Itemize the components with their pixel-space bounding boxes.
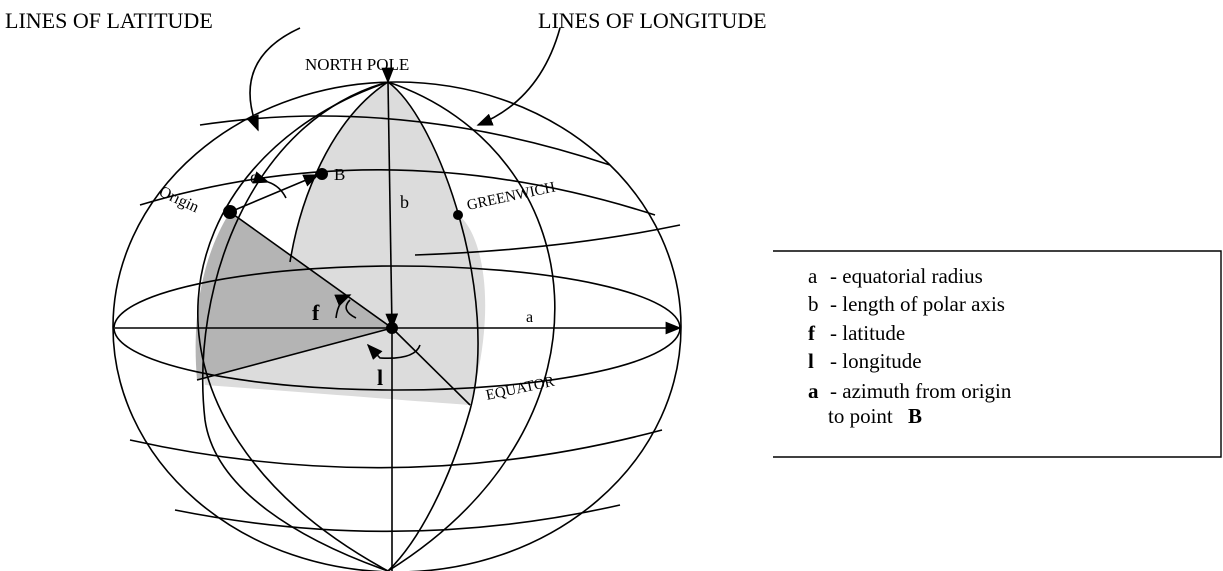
label: f	[312, 300, 320, 325]
label: LINES OF LONGITUDE	[538, 8, 767, 33]
label: NORTH POLE	[305, 55, 409, 74]
label: LINES OF LATITUDE	[5, 8, 213, 33]
label: α	[250, 167, 260, 187]
legend-text: - azimuth from origin	[830, 379, 1012, 403]
globe-lines	[112, 27, 682, 571]
legend-text: - equatorial radius	[830, 264, 983, 288]
legend-text: - longitude	[830, 349, 922, 373]
legend-text: to point	[828, 404, 893, 428]
legend-symbol: l	[808, 349, 814, 373]
label: Origin	[156, 183, 201, 216]
shading	[195, 82, 486, 405]
legend-text: - latitude	[830, 321, 905, 345]
label: GREENWICH	[466, 180, 558, 214]
label: a	[526, 309, 533, 326]
legend-symbol: b	[808, 292, 819, 316]
label: EQUATOR	[485, 374, 557, 404]
label: l	[377, 365, 383, 390]
legend: a - equatorial radius b - length of polar a…	[773, 250, 1222, 458]
legend-text: B	[908, 404, 922, 428]
label: b	[400, 192, 409, 212]
legend-symbol: f	[808, 321, 816, 345]
legend-symbol: a	[808, 379, 819, 403]
legend-symbol: a	[808, 264, 818, 288]
label: B	[334, 165, 345, 184]
legend-text: - length of polar axis	[830, 292, 1005, 316]
